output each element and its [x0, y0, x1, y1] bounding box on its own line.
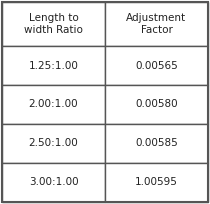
Text: 2.00:1.00: 2.00:1.00: [29, 100, 78, 110]
Text: 3.00:1.00: 3.00:1.00: [29, 177, 78, 187]
Text: 0.00585: 0.00585: [135, 139, 178, 149]
Bar: [2, 124, 105, 163]
Text: 1.00595: 1.00595: [135, 177, 178, 187]
Text: 2.50:1.00: 2.50:1.00: [29, 139, 78, 149]
Bar: [2, 46, 105, 85]
Bar: [2, 2, 105, 46]
Bar: [105, 46, 208, 85]
Bar: [105, 163, 208, 202]
Bar: [105, 124, 208, 163]
Text: Length to
width Ratio: Length to width Ratio: [24, 13, 83, 35]
Text: 0.00565: 0.00565: [135, 61, 178, 71]
Bar: [105, 85, 208, 124]
Text: Adjustment
Factor: Adjustment Factor: [126, 13, 186, 35]
Text: 1.25:1.00: 1.25:1.00: [29, 61, 79, 71]
Text: 0.00580: 0.00580: [135, 100, 178, 110]
Bar: [2, 163, 105, 202]
Bar: [2, 85, 105, 124]
Bar: [105, 2, 208, 46]
